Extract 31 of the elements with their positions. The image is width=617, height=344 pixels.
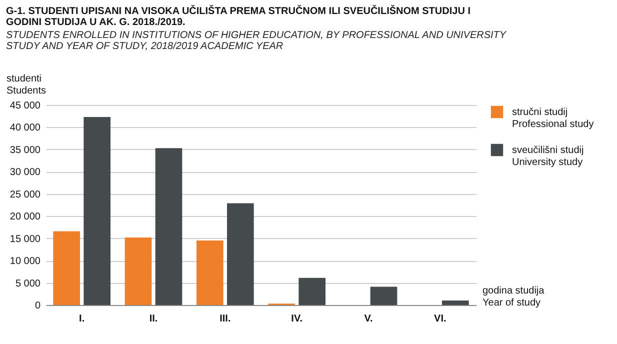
chart-subtitle: STUDENTS ENROLLED IN INSTITUTIONS OF HIGHER EDUCATION, BY PROFESSIONAL AND UNIVERSITY STUDY AND YEAR OF STUDY, 2018/2019 ACADEMIC YEAR	[6, 30, 508, 52]
y-tick-label: 5 000	[15, 278, 41, 290]
y-tick-label: 20 000	[10, 212, 41, 223]
y-axis-title: studenti Students	[6, 74, 46, 96]
y-tick-label: 35 000	[10, 144, 41, 156]
legend-label: sveučilišni studij University study	[512, 145, 584, 168]
bar	[84, 117, 110, 305]
y-tick-label: 30 000	[10, 167, 41, 178]
y-tick-label: 0	[34, 300, 41, 312]
bar	[196, 240, 224, 305]
y-tick-label: 10 000	[10, 256, 41, 268]
x-tick-label: V.	[364, 314, 373, 324]
y-tick-label: 45 000	[10, 100, 41, 112]
y-tick-label: 40 000	[10, 122, 41, 134]
x-tick-label: IV.	[291, 314, 303, 324]
x-tick-label: II.	[149, 314, 158, 324]
x-axis-title: godina studija Year of study	[482, 286, 545, 308]
bar	[370, 286, 398, 305]
legend-label: stručni studij Professional study	[512, 107, 594, 130]
bar	[124, 237, 152, 305]
bar	[226, 203, 254, 305]
x-tick-label: III.	[220, 314, 231, 324]
y-tick-label: 25 000	[10, 189, 41, 200]
bar	[155, 148, 182, 305]
x-tick-label: VI.	[434, 314, 446, 324]
bar	[53, 231, 80, 305]
chart-title: G-1. STUDENTI UPISANI NA VISOKA UČILIŠTA PREMA STRUČNOM ILI SVEUČILIŠNOM STUDIJU I GODINI STUDIJA U AK. G. 2018./2019.	[6, 5, 471, 28]
y-tick-label: 15 000	[10, 234, 41, 245]
bar	[442, 300, 469, 305]
bar	[298, 278, 326, 305]
x-tick-label: I.	[79, 314, 85, 324]
